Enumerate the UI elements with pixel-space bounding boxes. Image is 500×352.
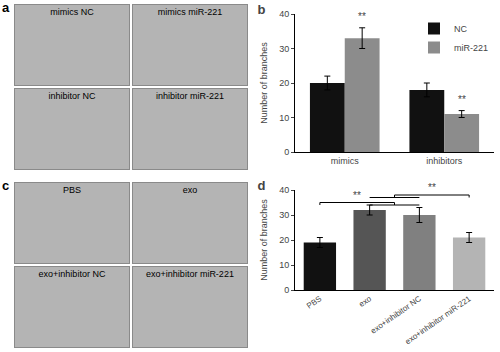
svg-text:0: 0 bbox=[284, 147, 289, 157]
html-text:c: c bbox=[2, 178, 10, 193]
svg-text:**: ** bbox=[458, 94, 466, 105]
svg-text:d: d bbox=[257, 178, 265, 193]
html-text:a: a bbox=[2, 0, 10, 15]
svg-text:inhibitors: inhibitors bbox=[426, 156, 463, 166]
svg-text:**: ** bbox=[428, 182, 436, 193]
svg-text:NC: NC bbox=[454, 24, 467, 34]
svg-text:20: 20 bbox=[279, 235, 289, 245]
svg-text:20: 20 bbox=[279, 78, 289, 88]
html-text:mimics miR-221: mimics miR-221 bbox=[157, 7, 223, 17]
html-text:exo: exo bbox=[182, 185, 198, 195]
svg-text:b: b bbox=[257, 2, 265, 17]
svg-text:Number of branches: Number of branches bbox=[259, 199, 269, 281]
svg-text:exo+inhibitor miR-221: exo+inhibitor miR-221 bbox=[403, 294, 473, 346]
svg-text:mimics: mimics bbox=[331, 156, 359, 166]
html-text:exo+inhibitor NC: exo+inhibitor NC bbox=[38, 269, 106, 279]
svg-text:exo+inhibitor NC: exo+inhibitor NC bbox=[369, 294, 423, 336]
html-text:exo+inhibitor miR-221: exo+inhibitor miR-221 bbox=[146, 269, 234, 279]
html-text:mimics NC: mimics NC bbox=[50, 7, 94, 17]
svg-text:Number of branches: Number of branches bbox=[259, 42, 269, 124]
svg-text:miR-221: miR-221 bbox=[454, 43, 488, 53]
svg-text:40: 40 bbox=[279, 185, 289, 195]
html-text:PBS: PBS bbox=[63, 185, 81, 195]
svg-text:30: 30 bbox=[279, 210, 289, 220]
svg-text:10: 10 bbox=[279, 260, 289, 270]
svg-text:40: 40 bbox=[279, 9, 289, 19]
svg-text:exo: exo bbox=[357, 294, 373, 309]
svg-text:**: ** bbox=[353, 190, 361, 201]
html-text:inhibitor miR-221: inhibitor miR-221 bbox=[156, 91, 224, 101]
svg-text:PBS: PBS bbox=[305, 294, 323, 311]
svg-text:**: ** bbox=[358, 11, 366, 22]
html-text:inhibitor NC: inhibitor NC bbox=[48, 91, 96, 101]
svg-text:30: 30 bbox=[279, 44, 289, 54]
svg-text:0: 0 bbox=[284, 285, 289, 295]
svg-text:10: 10 bbox=[279, 113, 289, 123]
